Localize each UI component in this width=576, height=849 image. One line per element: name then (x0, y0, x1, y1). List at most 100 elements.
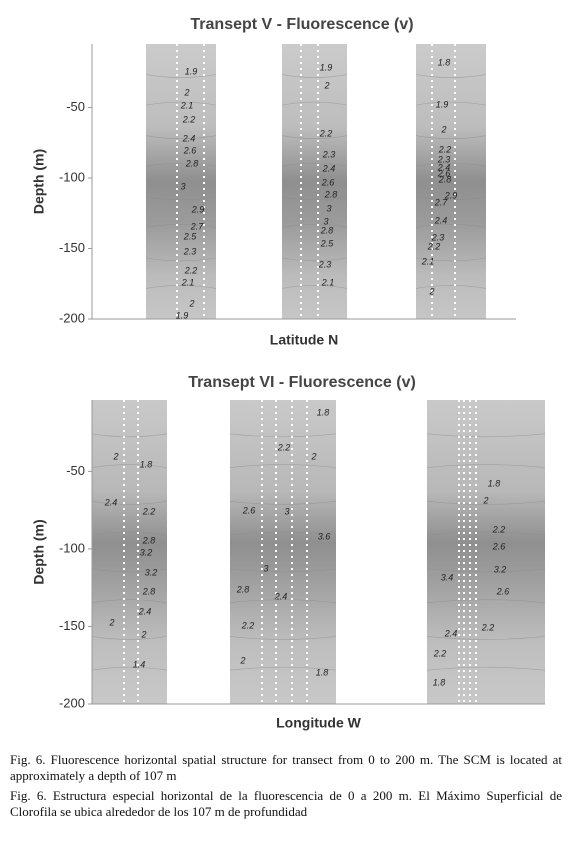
contour-label: 1.8 (316, 667, 329, 677)
contour-line (415, 196, 487, 201)
contour-label: 2.6 (321, 177, 335, 187)
contour-line (145, 196, 217, 201)
contour-label: 2 (112, 451, 118, 461)
contour-label: 2.2 (241, 620, 255, 630)
contour-label: 1.9 (176, 310, 189, 320)
contour-line (91, 433, 168, 438)
contour-label: 2.1 (180, 100, 194, 110)
contour-label: 3.4 (441, 572, 454, 582)
contour-label: 2 (323, 80, 329, 90)
contour-label: 2.4 (437, 162, 451, 172)
contour-line (145, 135, 217, 139)
contour-line (145, 285, 217, 289)
contour-label: 2.8 (236, 584, 250, 594)
contour-label: 2.3 (431, 232, 445, 242)
contour-label: 2.4 (434, 215, 448, 225)
contour-strip (282, 44, 347, 319)
contour-line (229, 636, 337, 640)
contour-label: 1.9 (185, 66, 198, 76)
contour-label: 2.7 (434, 197, 449, 207)
contour-label: 2.6 (496, 586, 510, 596)
contour-line (281, 196, 348, 201)
contour-line (91, 501, 168, 505)
caption-english: Fig. 6. Fluorescence horizontal spatial … (10, 752, 562, 783)
contour-label: 2 (239, 655, 245, 665)
contour-label: 1.9 (320, 62, 333, 72)
contour-strip (416, 44, 486, 319)
contour-line (91, 531, 168, 536)
contour-label: 2.4 (322, 163, 336, 173)
contour-label: 2.2 (277, 442, 291, 452)
contour-label: 3 (326, 203, 331, 213)
contour-line (426, 599, 546, 603)
contour-label: 2.4 (104, 497, 118, 507)
contour-line (145, 257, 217, 262)
contour-strip (92, 400, 167, 704)
contour-label: 3 (180, 181, 185, 191)
contour-label: 2.1 (321, 277, 335, 287)
contour-line (145, 101, 217, 106)
contour-line (281, 135, 348, 139)
contour-label: 1.8 (317, 407, 330, 417)
y-tick-label: -50 (66, 99, 85, 114)
x-axis-label: Latitude N (270, 332, 338, 348)
contour-label: 1.8 (433, 677, 446, 687)
contour-line (229, 599, 337, 603)
contour-line (426, 433, 546, 438)
y-tick-label: -100 (59, 169, 85, 184)
contour-label: 2 (310, 451, 316, 461)
contour-label: 2.5 (320, 238, 335, 248)
contour-label: 2.2 (427, 241, 441, 251)
contour-label: 1.8 (438, 57, 451, 67)
contour-label: 2.2 (481, 622, 495, 632)
y-tick-label: -200 (59, 310, 85, 325)
contour-label: 2 (428, 286, 434, 296)
y-tick-label: -200 (59, 695, 85, 710)
contour-line (91, 464, 168, 468)
contour-label: 2.2 (184, 265, 198, 275)
contour-line (426, 531, 546, 536)
contour-label: 2.8 (142, 586, 156, 596)
contour-label: 2.1 (181, 277, 195, 287)
contour-label: 2.3 (318, 259, 332, 269)
contour-label: 2.8 (324, 189, 338, 199)
contour-line (229, 501, 337, 505)
contour-line (229, 464, 337, 468)
contour-line (426, 666, 546, 671)
contour-label: 2 (440, 124, 446, 134)
contour-label: 2.9 (444, 190, 458, 200)
contour-label: 1.8 (488, 478, 501, 488)
contour-label: 2.8 (320, 225, 334, 235)
contour-label: 2.8 (185, 158, 199, 168)
x-axis-label: Longitude W (276, 715, 362, 731)
contour-label: 2.3 (437, 154, 451, 164)
contour-line (426, 568, 546, 573)
contour-label: 1.8 (140, 459, 153, 469)
contour-label: 1.9 (436, 99, 449, 109)
y-axis-label: Depth (m) (31, 149, 47, 214)
contour-line (229, 666, 337, 671)
contour-label: 2 (183, 87, 189, 97)
contour-label: 1.4 (133, 659, 146, 669)
contour-label: 2.9 (191, 204, 205, 214)
contour-label: 2.2 (319, 128, 333, 138)
y-tick-label: -50 (66, 463, 85, 478)
contour-line (281, 257, 348, 262)
contour-line (426, 636, 546, 640)
contour-label: 2.4 (138, 606, 152, 616)
contour-label: 2 (482, 495, 488, 505)
contour-line (415, 101, 487, 106)
contour-label: 2.7 (190, 221, 205, 231)
y-axis-label: Depth (m) (31, 519, 47, 584)
contour-label: 2.5 (183, 231, 198, 241)
y-tick-label: -150 (59, 240, 85, 255)
contour-line (415, 135, 487, 139)
contour-label: 2.3 (183, 246, 197, 256)
contour-label: 2.2 (433, 648, 447, 658)
y-tick-label: -100 (59, 540, 85, 555)
contour-line (281, 285, 348, 289)
contour-line (91, 636, 168, 640)
contour-strip (427, 400, 545, 704)
contour-line (415, 224, 487, 228)
